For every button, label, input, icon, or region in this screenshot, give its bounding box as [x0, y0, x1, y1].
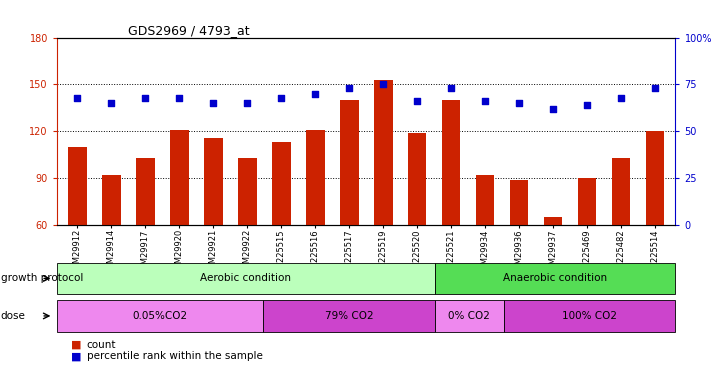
Point: [616, 94, 627, 100]
Bar: [646, 131, 664, 225]
Point: [649, 85, 661, 91]
Text: 79% CO2: 79% CO2: [325, 311, 373, 321]
Point: [479, 98, 491, 104]
Bar: [476, 175, 494, 225]
Bar: [102, 175, 121, 225]
Point: [139, 94, 151, 100]
Bar: [544, 217, 562, 225]
Point: [242, 100, 253, 106]
Bar: [68, 147, 87, 225]
Text: 0.05%CO2: 0.05%CO2: [132, 311, 188, 321]
Bar: [442, 100, 461, 225]
Text: percentile rank within the sample: percentile rank within the sample: [87, 351, 262, 361]
Point: [72, 94, 83, 100]
Point: [343, 85, 355, 91]
Text: count: count: [87, 340, 116, 350]
Point: [412, 98, 423, 104]
Point: [547, 106, 559, 112]
Text: 0% CO2: 0% CO2: [449, 311, 490, 321]
Point: [309, 91, 321, 97]
Text: 100% CO2: 100% CO2: [562, 311, 617, 321]
Point: [208, 100, 219, 106]
Point: [513, 100, 525, 106]
Bar: [306, 130, 324, 225]
Text: Aerobic condition: Aerobic condition: [201, 273, 292, 284]
Point: [275, 94, 287, 100]
Bar: [204, 138, 223, 225]
Bar: [340, 100, 358, 225]
Point: [582, 102, 593, 108]
Point: [105, 100, 117, 106]
Bar: [272, 142, 291, 225]
Bar: [611, 158, 631, 225]
Bar: [136, 158, 154, 225]
Text: dose: dose: [1, 311, 26, 321]
Bar: [408, 133, 427, 225]
Bar: [578, 178, 597, 225]
Bar: [238, 158, 257, 225]
Text: ■: ■: [71, 351, 82, 361]
Text: Anaerobic condition: Anaerobic condition: [503, 273, 607, 284]
Bar: [510, 180, 528, 225]
Point: [446, 85, 457, 91]
Bar: [170, 130, 188, 225]
Text: growth protocol: growth protocol: [1, 273, 83, 284]
Bar: [374, 80, 392, 225]
Text: ■: ■: [71, 340, 82, 350]
Point: [173, 94, 185, 100]
Text: GDS2969 / 4793_at: GDS2969 / 4793_at: [128, 24, 250, 38]
Point: [378, 81, 389, 87]
